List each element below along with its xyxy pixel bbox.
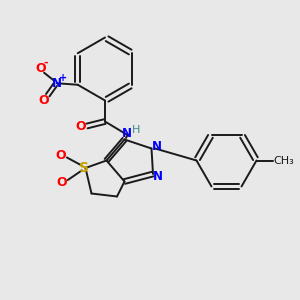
Text: O: O <box>36 62 46 75</box>
Text: N: N <box>153 170 163 183</box>
Text: O: O <box>76 119 86 133</box>
Text: H: H <box>132 125 140 135</box>
Text: N: N <box>52 77 62 90</box>
Text: O: O <box>56 148 66 162</box>
Text: N: N <box>122 127 132 140</box>
Text: +: + <box>59 73 67 83</box>
Text: -: - <box>43 58 48 68</box>
Text: N: N <box>152 140 162 153</box>
Text: S: S <box>79 161 89 175</box>
Text: CH₃: CH₃ <box>273 155 294 166</box>
Text: O: O <box>38 94 49 107</box>
Text: O: O <box>56 176 67 189</box>
